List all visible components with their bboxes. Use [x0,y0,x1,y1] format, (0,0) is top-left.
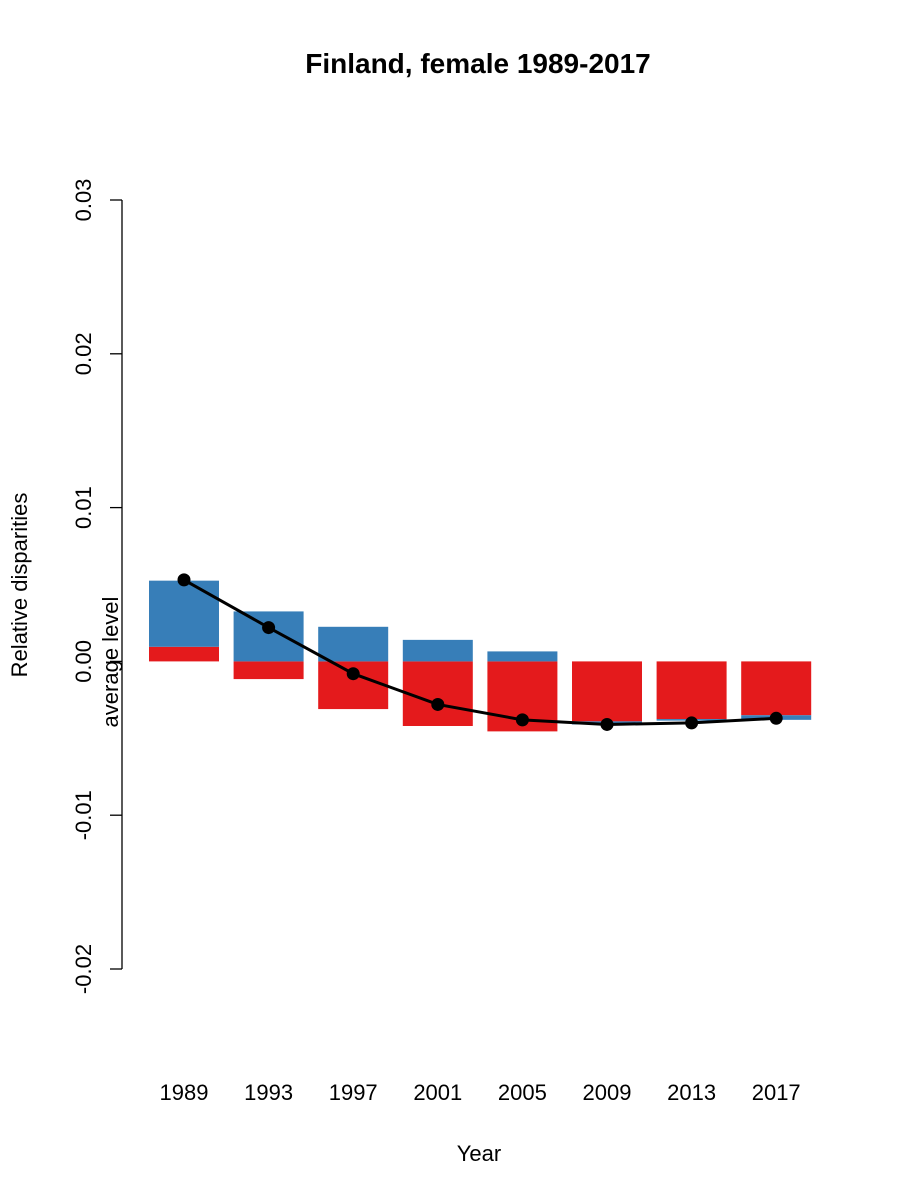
bar-red-1989 [149,646,219,662]
average-level-annotation: average level [98,597,123,728]
bar-red-2013 [656,661,727,720]
average-point-2013 [685,716,699,730]
bar-red-2009 [572,661,642,722]
y-tick-label: 0.00 [71,640,96,683]
x-tick-label: 1989 [160,1080,209,1105]
average-point-2001 [431,697,445,711]
bar-blue-2001 [402,639,473,662]
bar-red-1993 [233,661,304,680]
x-tick-label: 1997 [329,1080,378,1105]
bars-group [149,580,812,732]
y-tick-label: 0.03 [71,179,96,222]
average-point-1997 [346,667,360,681]
bar-blue-1993 [233,611,304,662]
y-tick-label: -0.01 [71,790,96,840]
chart-title: Finland, female 1989-2017 [305,48,651,79]
bar-red-2001 [402,661,473,726]
average-line-group [177,573,783,731]
x-tick-label: 2005 [498,1080,547,1105]
x-axis-label: Year [457,1141,501,1166]
y-tick-label: 0.01 [71,486,96,529]
average-level-line [183,578,777,726]
x-tick-label: 1993 [244,1080,293,1105]
y-tick-label: -0.02 [71,944,96,994]
average-point-1989 [177,573,191,587]
bar-blue-1989 [149,580,219,647]
average-point-2017 [769,711,783,725]
average-point-2009 [600,717,614,731]
y-axis-label: Relative disparities [7,493,32,678]
bar-blue-1997 [318,626,389,662]
y-tick-label: 0.02 [71,332,96,375]
x-tick-labels: 1989 1993 1997 2001 2005 2009 2013 2017 [160,1080,801,1105]
x-tick-label: 2009 [583,1080,632,1105]
x-tick-label: 2001 [413,1080,462,1105]
y-axis: -0.02 -0.01 0.00 0.01 0.02 0.03 [71,179,123,994]
bar-blue-2005 [487,651,558,662]
average-point-2005 [515,713,529,727]
x-tick-label: 2013 [667,1080,716,1105]
x-tick-label: 2017 [752,1080,801,1105]
average-point-1993 [262,621,276,635]
bar-red-2017 [741,661,812,716]
